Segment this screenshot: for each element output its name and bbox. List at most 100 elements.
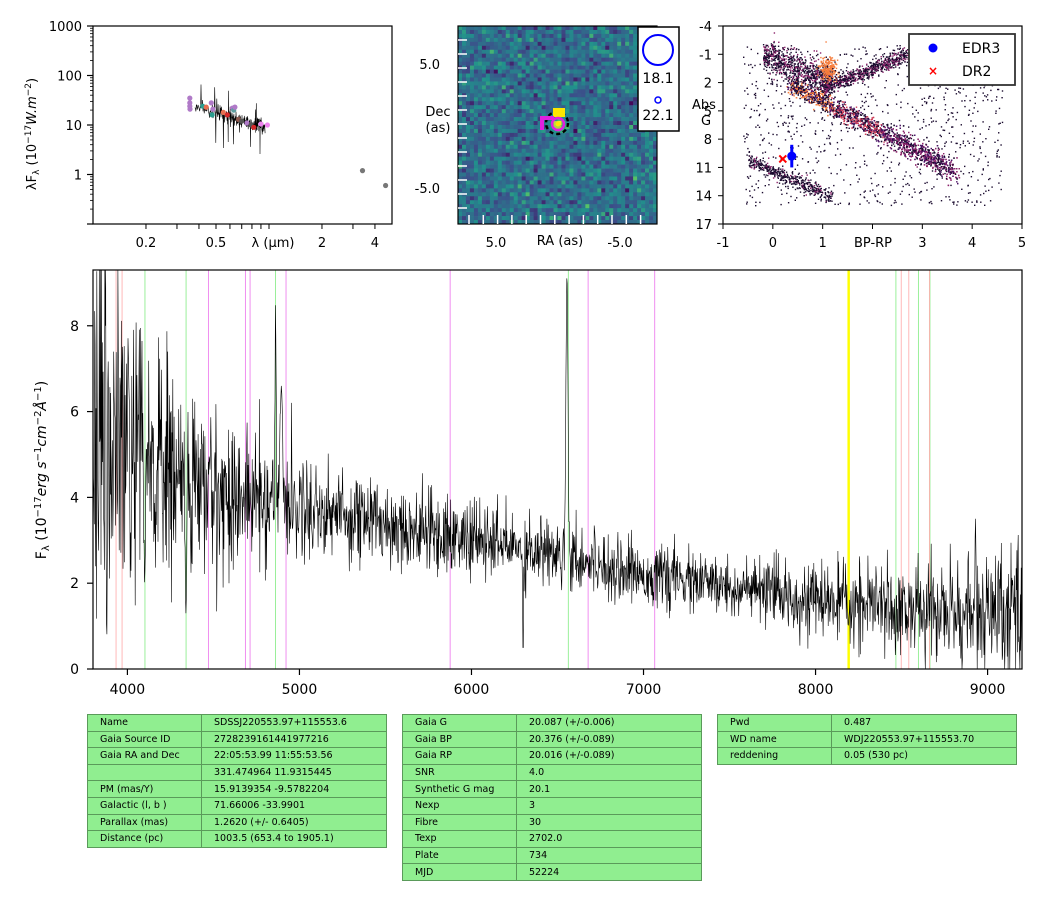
sed-point-9 (210, 106, 216, 112)
spectrum-panel: 4000 5000 6000 7000 8000 9000 0 2 4 6 8 Fλ (10−17e… (33, 269, 1023, 698)
target-marker (540, 108, 570, 136)
table-value: 20.376 (+/-0.089) (516, 730, 702, 749)
spectrum-xtick-label: 9000 (970, 682, 1006, 698)
table-key: Gaia RP (402, 747, 517, 765)
table-value: 71.66006 -33.9901 (201, 796, 387, 815)
table-key: MJD (402, 863, 517, 881)
table-row: reddening 0.05 (530 pc) (717, 747, 1017, 765)
table-row: Plate 734 (402, 846, 702, 865)
hr-xtick-label: 5 (1018, 236, 1026, 251)
hr-edr3-point (787, 151, 797, 161)
hr-marks (778, 144, 797, 168)
table-value: 52224 (516, 863, 702, 881)
sed-marks (187, 84, 389, 189)
hr-xtick-label: 0 (769, 236, 777, 251)
table-value: 30 (516, 813, 702, 832)
sed-ytick-label: 100 (57, 70, 82, 85)
spectrum-ytick-label: 0 (70, 662, 79, 678)
table-row: Gaia RA and Dec 22:05:53.99 11:55:53.56 (87, 747, 387, 765)
table-row: Name SDSSJ220553.97+115553.6 (87, 714, 387, 732)
spectrum-trace (92, 270, 1023, 669)
table-row: Gaia BP 20.376 (+/-0.089) (402, 730, 702, 749)
sed-point-14 (232, 104, 238, 110)
spectrum-ytick-label: 4 (70, 490, 79, 506)
hr-ytick-label: 11 (695, 161, 712, 176)
spectrum-ytick-label: 8 (70, 319, 79, 335)
table-row: Texp 2702.0 (402, 830, 702, 848)
spectrum-xtick-label: 5000 (282, 682, 318, 698)
table-value: 0.05 (530 pc) (831, 747, 1017, 765)
sed-point-7 (208, 100, 214, 106)
table-row: MJD 52224 (402, 863, 702, 881)
hr-ytick-label: -1 (699, 48, 712, 63)
table-key: reddening (717, 747, 832, 765)
spectrum-xtick-label: 4000 (110, 682, 146, 698)
sed-point-19 (251, 124, 257, 130)
cutout-ylabel-1: Dec (425, 105, 450, 120)
table-value: 2728239161441977216 (201, 730, 387, 749)
sed-point-10 (220, 109, 226, 115)
table-row: WD name WDJ220553.97+115553.70 (717, 730, 1017, 749)
info-table-2: Gaia G 20.087 (+/-0.006) Gaia BP 20.376 (+/… (402, 714, 702, 881)
sed-ytick-label: 1000 (49, 20, 82, 35)
table-key: Gaia G (402, 714, 517, 732)
cutout-legend-1: 18.1 (642, 71, 673, 87)
table-value: WDJ220553.97+115553.70 (831, 730, 1017, 749)
sed-point-23 (383, 182, 389, 189)
table-key: Synthetic G mag (402, 780, 517, 798)
table-value: 22:05:53.99 11:55:53.56 (201, 747, 387, 765)
table-key: Plate (402, 846, 517, 865)
cutout-ytick-1: 5.0 (419, 58, 440, 73)
table-row: Gaia Source ID 2728239161441977216 (87, 730, 387, 749)
table-value: 20.087 (+/-0.006) (516, 714, 702, 732)
table-key: Parallax (mas) (87, 813, 202, 832)
table-row: Gaia G 20.087 (+/-0.006) (402, 714, 702, 732)
hr-ytick-label: 14 (695, 190, 712, 205)
table-value: 0.487 (831, 714, 1017, 732)
spectrum-ytick-label: 6 (70, 405, 79, 421)
table-key: Texp (402, 830, 517, 848)
cutout-ylabel-2: (as) (426, 121, 451, 136)
table-key: PM (mas/Y) (87, 780, 202, 798)
sed-ylabel: λFλ (10−17W.m−2) (24, 78, 42, 190)
table-value: 1.2620 (+/- 0.6405) (201, 813, 387, 832)
table-key: Galactic (l, b ) (87, 796, 202, 815)
sed-xtick-label: 0.5 (206, 236, 227, 251)
legend-dr2-marker: × (928, 64, 938, 78)
sed-panel: 1000 100 10 1 0.2 0.5 2 4 λ (μm) λFλ (10−17W.m−… (24, 20, 393, 251)
sed-point-21 (264, 122, 270, 128)
table-key: Gaia RA and Dec (87, 747, 202, 765)
legend-edr3-label: EDR3 (962, 41, 1000, 57)
spectrum-xtick-label: 6000 (454, 682, 490, 698)
legend-dr2-label: DR2 (962, 64, 991, 80)
cutout-panel: 18.1 22.1 5.0 -5.0 5.0 -5.0 RA (as) Dec … (415, 25, 680, 251)
table-value: 331.474964 11.9315445 (201, 763, 387, 782)
table-row: PM (mas/Y) 15.9139354 -9.5782204 (87, 780, 387, 798)
legend-circle-large (642, 34, 674, 66)
sed-point-20 (258, 121, 264, 127)
sed-point-6 (203, 104, 209, 110)
info-table-1: Name SDSSJ220553.97+115553.6 Gaia Source I… (87, 714, 387, 848)
sed-point-11 (224, 112, 230, 118)
table-key: Pwd (717, 714, 832, 732)
sed-point-17 (244, 120, 250, 126)
table-row: Pwd 0.487 (717, 714, 1017, 732)
table-row: Synthetic G mag 20.1 (402, 780, 702, 798)
table-value: 1003.5 (653.4 to 1905.1) (201, 830, 387, 848)
table-row: 331.474964 11.9315445 (87, 763, 387, 782)
sed-point-16 (239, 118, 245, 124)
cutout-legend: 18.1 22.1 (637, 26, 680, 132)
hr-axes: -1 0 1 3 4 5 -4 -1 2 5 8 11 14 17 (695, 20, 1026, 251)
hr-xtick-label: 4 (968, 236, 976, 251)
hr-dr2-point (778, 154, 788, 164)
table-key: Distance (pc) (87, 830, 202, 848)
cutout-legend-2: 22.1 (642, 108, 673, 124)
sed-point-8 (209, 112, 215, 118)
hr-xtick-label: 3 (918, 236, 926, 251)
cutout-ytick-2: -5.0 (415, 182, 440, 197)
sed-point-4 (187, 106, 193, 112)
table-key: Name (87, 714, 202, 732)
table-row: Fibre 30 (402, 813, 702, 832)
hr-ytick-label: 17 (695, 218, 712, 233)
